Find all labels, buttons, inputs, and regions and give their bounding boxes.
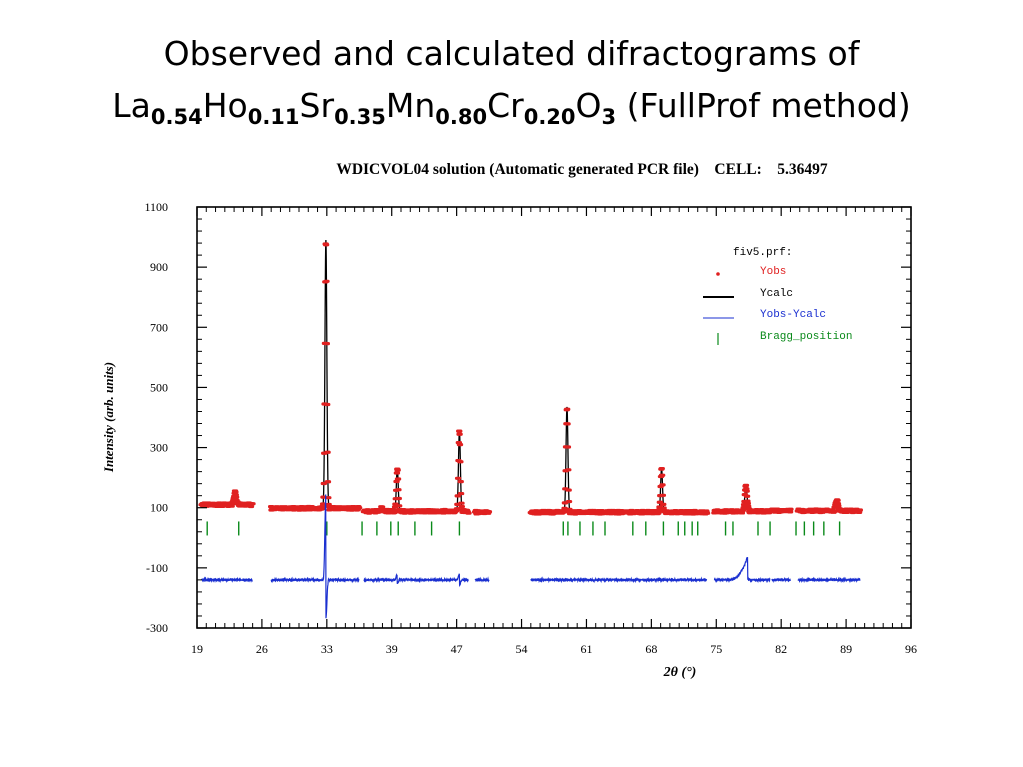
difference-series-segment (201, 576, 253, 584)
legend-label: Bragg_position (760, 331, 852, 343)
x-tick-label: 33 (321, 642, 333, 656)
yobs-layer (198, 242, 864, 516)
formula-element: O (575, 86, 602, 125)
formula-element: Mn (385, 86, 436, 125)
bragg-layer (206, 521, 841, 536)
x-tick-label: 19 (191, 642, 203, 656)
difference-series-segment (797, 576, 861, 584)
y-axis-label: Intensity (arb. units) (101, 362, 116, 473)
yobs-series-segment (794, 498, 864, 515)
title-suffix: (FullProf method) (616, 86, 911, 125)
difference-series-segment (474, 576, 490, 583)
legend-label: Yobs (760, 266, 786, 278)
x-tick-label: 89 (840, 642, 852, 656)
x-tick-label: 82 (775, 642, 787, 656)
y-tick-label: -300 (146, 621, 168, 635)
x-tick-label: 39 (386, 642, 398, 656)
formula-element: Ho (202, 86, 248, 125)
difference-series-segment (270, 494, 360, 619)
difference-series-segment (713, 556, 771, 584)
formula-subscript: 0.54 (150, 105, 203, 129)
ycalc-layer (201, 240, 860, 513)
diff-layer (201, 494, 861, 619)
difference-series-segment (530, 576, 708, 584)
x-tick-label: 75 (710, 642, 722, 656)
chemical-formula: La0.54Ho0.11Sr0.35Mn0.80Cr0.20O3 (112, 86, 616, 128)
x-axis-label: 2θ (°) (663, 665, 697, 680)
difference-series-segment (771, 576, 791, 584)
y-tick-label: 300 (150, 441, 168, 455)
y-tick-label: 1100 (144, 200, 168, 214)
formula-element: Sr (299, 86, 335, 125)
formula-subscript: 0.20 (523, 105, 576, 129)
formula-subscript: 0.80 (435, 105, 488, 129)
y-tick-label: -100 (146, 561, 168, 575)
formula-element: La (112, 86, 151, 125)
x-tick-label: 61 (580, 642, 592, 656)
x-tick-label: 47 (451, 642, 463, 656)
yobs-series-segment (471, 508, 493, 516)
legend-title: fiv5.prf: (733, 247, 792, 259)
yobs-series-segment (711, 483, 774, 515)
y-tick-label: 700 (150, 320, 168, 334)
plot-frame (196, 206, 912, 629)
ycalc-series-segment (530, 406, 707, 513)
yobs-series-segment (527, 407, 711, 516)
y-tick-label: 900 (150, 260, 168, 274)
formula-subscript: 0.35 (334, 105, 386, 129)
yobs-series-segment (360, 429, 472, 515)
formula-element: Cr (487, 86, 524, 125)
slide-title: Observed and calculated difractograms of… (0, 28, 1023, 132)
axes-layer: 19 26 33 39 47 54 61 68 75 82 89 96 -300 -100 100 300 50… (144, 200, 917, 656)
difference-series-segment (363, 572, 469, 588)
title-line-1: Observed and calculated difractograms of (163, 34, 860, 73)
y-tick-label: 500 (150, 380, 168, 394)
yobs-series-segment (198, 489, 256, 509)
x-tick-label: 54 (516, 642, 528, 656)
formula-subscript: 3 (601, 105, 617, 129)
yobs-series-segment (768, 507, 794, 514)
legend-yobs-marker (716, 272, 720, 276)
legend-label: Yobs-Ycalc (760, 309, 826, 321)
x-tick-label: 68 (645, 642, 657, 656)
legend-label: Ycalc (760, 288, 793, 300)
ycalc-series-segment (363, 430, 469, 512)
legend: fiv5.prf: Yobs Ycalc Yobs-Ycalc Bragg_posit… (703, 247, 852, 345)
y-tick-label: 100 (150, 501, 168, 515)
formula-subscript: 0.11 (247, 105, 300, 129)
title-line-2: La0.54Ho0.11Sr0.35Mn0.80Cr0.20O3 (FullPr… (0, 80, 1023, 132)
x-tick-label: 96 (905, 642, 917, 656)
ycalc-series-segment (271, 240, 360, 509)
x-tick-label: 26 (256, 642, 268, 656)
chart-title: WDICVOL04 solution (Automatic generated … (336, 161, 828, 178)
yobs-series-segment (267, 242, 363, 512)
